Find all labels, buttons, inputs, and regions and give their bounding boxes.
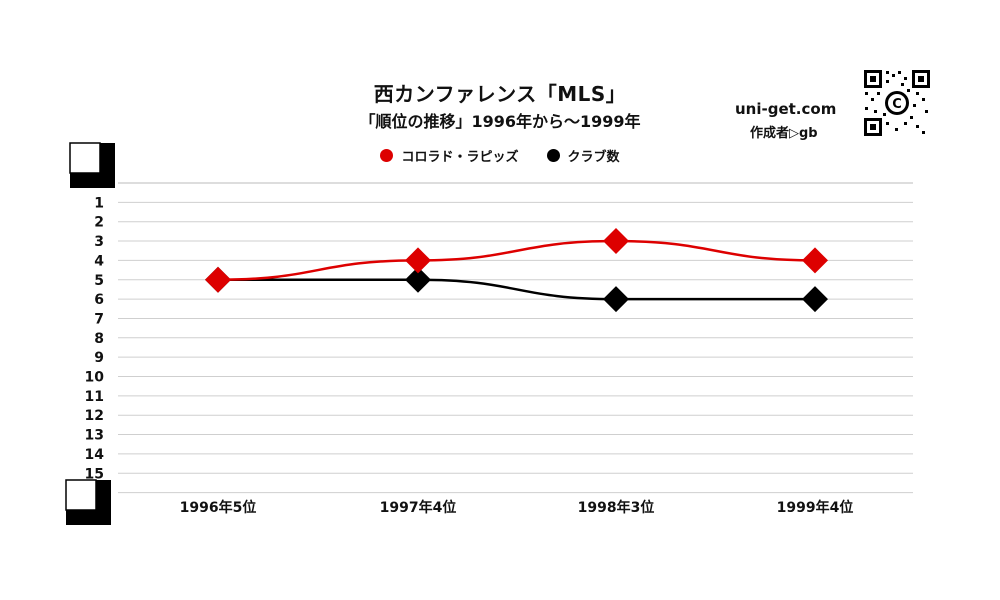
data-point-colorado xyxy=(405,247,431,274)
y-tick-label: 3 xyxy=(94,234,104,250)
x-tick-label: 1998年3位 xyxy=(578,499,655,516)
legend: コロラド・ラピッズ クラブ数 xyxy=(0,146,1000,165)
data-point-clubs xyxy=(405,266,431,293)
corner-decoration-bottom xyxy=(65,479,111,525)
qr-code-icon: C xyxy=(862,68,932,138)
series-group xyxy=(205,228,828,313)
data-point-colorado xyxy=(603,228,629,255)
legend-marker-colorado xyxy=(380,149,394,162)
legend-marker-clubs xyxy=(546,149,560,162)
y-tick-label: 15 xyxy=(85,466,104,482)
y-tick-label: 14 xyxy=(85,447,105,463)
y-tick-label: 10 xyxy=(85,370,105,386)
y-tick-label: 8 xyxy=(94,331,104,347)
chart-subtitle: 「順位の推移」1996年から～1999年 xyxy=(359,112,641,131)
svg-text:C: C xyxy=(892,97,902,112)
series-line-colorado xyxy=(217,239,816,281)
y-tick-label: 13 xyxy=(85,428,104,444)
creator-label: 作成者▷gb xyxy=(750,126,818,141)
y-tick-label: 11 xyxy=(85,389,104,405)
site-url[interactable]: uni-get.com xyxy=(735,100,837,118)
legend-item-clubs: クラブ数 xyxy=(546,146,620,165)
legend-item-colorado: コロラド・ラピッズ xyxy=(380,146,519,165)
y-tick-label: 9 xyxy=(94,350,104,366)
x-axis-ticks: 1996年5位 1997年4位 1998年3位 1999年4位 xyxy=(180,499,854,516)
x-tick-label: 1999年4位 xyxy=(777,499,854,516)
y-tick-label: 1 xyxy=(94,195,104,211)
data-point-colorado xyxy=(802,247,828,274)
y-tick-label: 2 xyxy=(94,215,104,231)
x-tick-label: 1997年4位 xyxy=(380,499,457,516)
y-tick-label: 6 xyxy=(94,292,104,308)
data-point-clubs xyxy=(802,286,828,313)
legend-label-clubs: クラブ数 xyxy=(567,150,620,165)
data-point-colorado xyxy=(205,266,231,293)
y-tick-label: 4 xyxy=(94,253,104,269)
corner-decoration-top xyxy=(69,142,115,188)
grid-lines xyxy=(118,182,913,494)
y-tick-label: 7 xyxy=(94,311,104,327)
series-line-clubs xyxy=(217,278,815,301)
legend-label-colorado: コロラド・ラピッズ xyxy=(401,150,519,165)
data-point-clubs xyxy=(603,286,629,313)
y-tick-label: 5 xyxy=(94,273,104,289)
chart-title: 西カンファレンス「MLS」 xyxy=(373,82,627,106)
x-tick-label: 1996年5位 xyxy=(180,499,257,516)
y-tick-label: 12 xyxy=(85,408,104,424)
